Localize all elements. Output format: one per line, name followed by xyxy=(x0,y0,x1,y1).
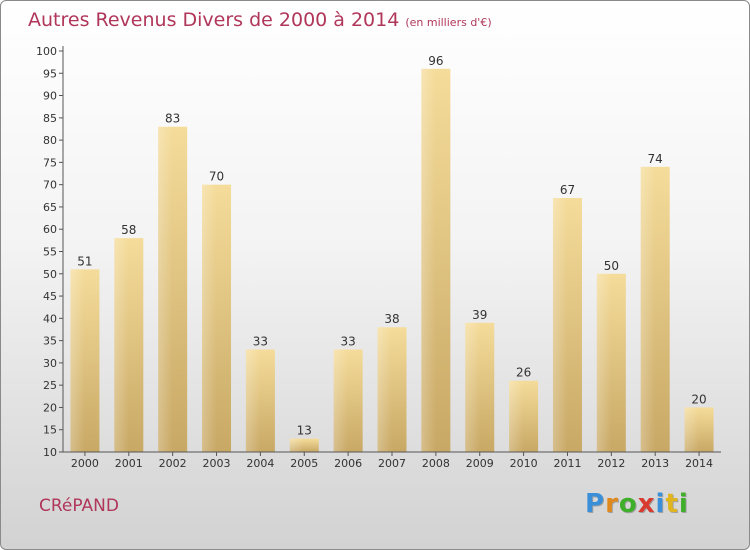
bar-value-label: 58 xyxy=(121,223,136,237)
logo-letter: o xyxy=(618,489,638,519)
x-tick-label: 2004 xyxy=(246,457,274,470)
bar-highlight xyxy=(333,349,349,452)
bar-value-label: 20 xyxy=(691,392,706,406)
y-tick-label: 20 xyxy=(43,401,57,414)
y-tick-label: 60 xyxy=(43,223,57,236)
bar-highlight xyxy=(245,349,261,452)
y-tick-label: 40 xyxy=(43,312,57,325)
y-tick-label: 50 xyxy=(43,268,57,281)
bar-value-label: 13 xyxy=(297,424,312,438)
x-tick-label: 2009 xyxy=(466,457,494,470)
logo-letter: P xyxy=(585,489,606,519)
y-tick-label: 70 xyxy=(43,179,57,192)
bar-value-label: 96 xyxy=(428,54,443,68)
bar-value-label: 74 xyxy=(648,152,663,166)
y-tick-label: 10 xyxy=(43,446,57,459)
bar-value-label: 38 xyxy=(384,312,399,326)
bar-highlight xyxy=(158,126,173,452)
bar-highlight xyxy=(684,407,700,452)
proxiti-logo: Proxiti xyxy=(585,489,689,519)
x-tick-label: 2008 xyxy=(422,457,450,470)
bar-highlight xyxy=(289,438,305,452)
bar-value-label: 51 xyxy=(77,254,92,268)
x-tick-label: 2013 xyxy=(641,457,669,470)
x-tick-label: 2000 xyxy=(71,457,99,470)
bar-highlight xyxy=(421,68,436,453)
y-axis: 10 15 20 25 30 35 40 45 50 55 60 65 70 75 80 85 90 95 100 xyxy=(36,45,64,459)
x-tick-label: 2010 xyxy=(510,457,538,470)
bar-highlight xyxy=(596,273,612,452)
y-tick-label: 15 xyxy=(43,424,57,437)
y-tick-label: 100 xyxy=(36,45,57,58)
logo-letter: x xyxy=(637,489,656,519)
bar-value-label: 67 xyxy=(560,183,575,197)
bar-highlight xyxy=(465,322,480,452)
y-tick-label: 45 xyxy=(43,290,57,303)
bar-highlight xyxy=(509,380,524,452)
bar-highlight xyxy=(552,198,568,452)
y-tick-label: 25 xyxy=(43,379,57,392)
bar-highlight xyxy=(377,327,392,452)
x-axis: 2000 2001 2002 2003 2004 2005 2006 2007 2008 2009… xyxy=(63,451,721,470)
chart-title: Autres Revenus Divers de 2000 à 2014 (en … xyxy=(28,9,492,31)
y-tick-label: 35 xyxy=(43,335,57,348)
commune-name: CRéPAND xyxy=(39,496,119,516)
bar-highlight xyxy=(640,166,656,452)
x-tick-label: 2014 xyxy=(685,457,713,470)
x-tick-label: 2006 xyxy=(334,457,362,470)
x-tick-label: 2002 xyxy=(159,457,187,470)
bars: 51 58 83 70 33 13 33 38 96 39 26 67 50 74 20 xyxy=(70,54,714,453)
bar-value-label: 33 xyxy=(340,335,355,349)
logo-letter: r xyxy=(605,489,619,519)
logo-letter: i xyxy=(655,489,666,519)
y-tick-label: 95 xyxy=(43,67,57,80)
y-tick-label: 55 xyxy=(43,246,57,259)
y-tick-label: 30 xyxy=(43,357,57,370)
y-tick-label: 85 xyxy=(43,112,57,125)
bar-value-label: 83 xyxy=(165,112,180,126)
bar-value-label: 39 xyxy=(472,308,487,322)
x-tick-label: 2012 xyxy=(597,457,625,470)
y-tick-label: 75 xyxy=(43,156,57,169)
bar-highlight xyxy=(70,269,85,452)
logo-letter: i xyxy=(678,489,689,519)
bar-value-label: 50 xyxy=(604,259,619,273)
y-tick-label: 90 xyxy=(43,90,57,103)
bar-value-label: 33 xyxy=(253,335,268,349)
x-tick-label: 2007 xyxy=(378,457,406,470)
bar-highlight xyxy=(114,238,129,452)
chart-subtitle: (en milliers d'€) xyxy=(405,16,492,29)
x-tick-label: 2001 xyxy=(115,457,143,470)
x-tick-label: 2003 xyxy=(203,457,231,470)
x-tick-label: 2005 xyxy=(290,457,318,470)
logo-letter: t xyxy=(665,489,679,519)
x-tick-label: 2011 xyxy=(553,457,581,470)
bar-value-label: 70 xyxy=(209,170,224,184)
bar-highlight xyxy=(202,184,217,452)
chart-title-text: Autres Revenus Divers de 2000 à 2014 xyxy=(28,9,400,31)
bar-value-label: 26 xyxy=(516,366,531,380)
y-tick-label: 65 xyxy=(43,201,57,214)
y-tick-label: 80 xyxy=(43,134,57,147)
